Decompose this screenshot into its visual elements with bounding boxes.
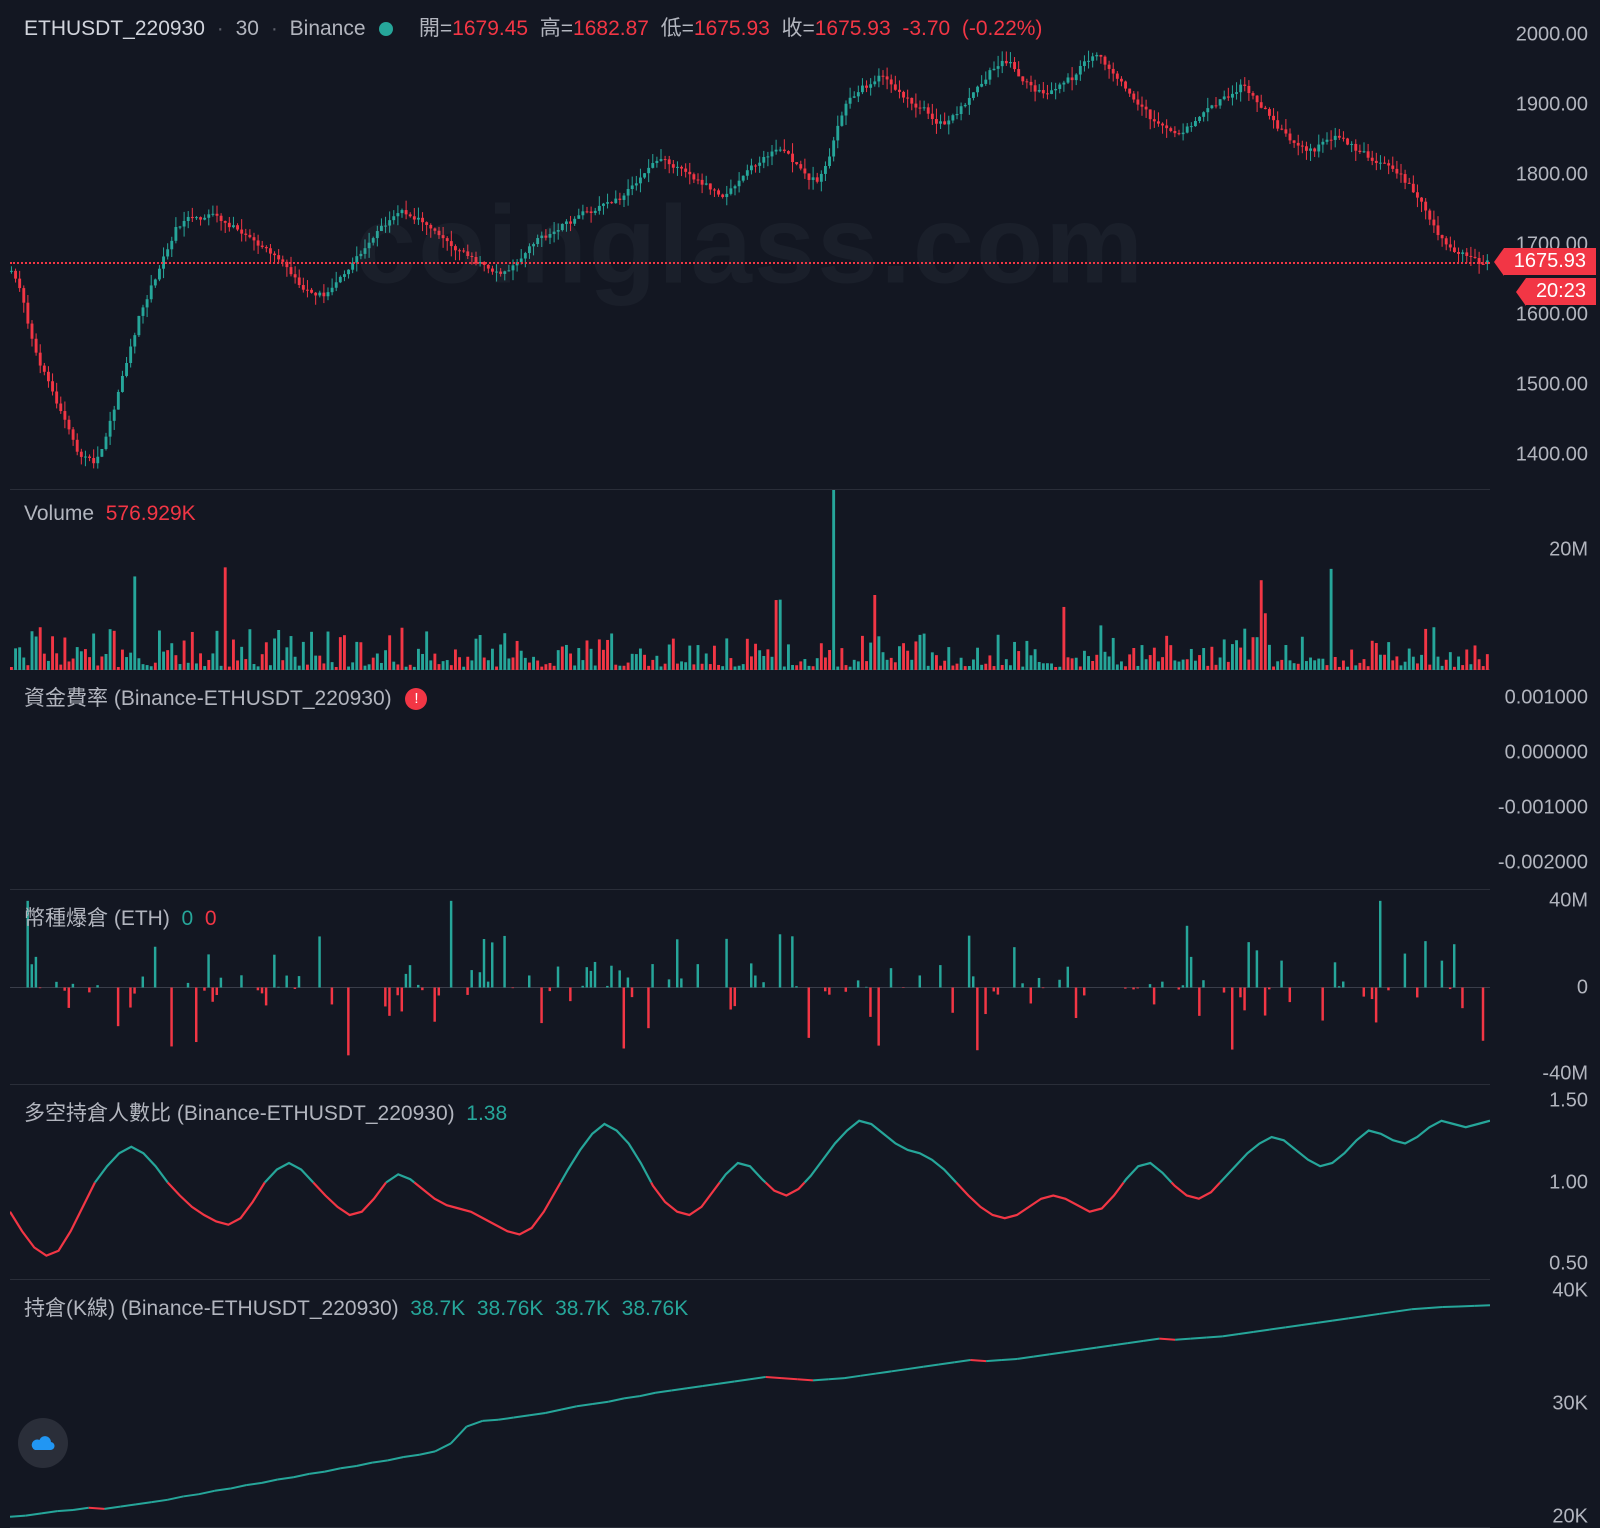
ratio-label: 多空持倉人數比 (Binance-ETHUSDT_220930): [24, 1102, 455, 1125]
high-value: 1682.87: [573, 17, 649, 40]
ytick: 1600.00: [1516, 304, 1588, 327]
ytick: 1400.00: [1516, 444, 1588, 467]
exchange[interactable]: Binance: [290, 17, 366, 40]
cloud-button[interactable]: [18, 1418, 68, 1468]
ytick: 0.50: [1549, 1252, 1588, 1275]
price-panel: ETHUSDT_220930 · 30 · Binance 開=1679.45 …: [10, 0, 1490, 490]
ytick: 1.00: [1549, 1171, 1588, 1194]
ratio-header: 多空持倉人數比 (Binance-ETHUSDT_220930) 1.38: [24, 1097, 507, 1127]
volume-bars: [10, 490, 1490, 670]
open-label: 開=: [419, 17, 452, 40]
ytick: 1800.00: [1516, 164, 1588, 187]
oi-v2: 38.76K: [477, 1297, 544, 1320]
liquid-label: 幣種爆倉 (ETH): [24, 907, 170, 930]
ytick: 40K: [1552, 1280, 1588, 1303]
ytick: 0: [1577, 976, 1588, 999]
oi-header: 持倉(K線) (Binance-ETHUSDT_220930) 38.7K 38…: [24, 1292, 688, 1322]
ytick: 1900.00: [1516, 94, 1588, 117]
close-label: 收=: [781, 17, 814, 40]
ytick: 30K: [1552, 1393, 1588, 1416]
symbol[interactable]: ETHUSDT_220930: [24, 17, 205, 40]
y-axis[interactable]: 1400.001500.001600.001700.001800.001900.…: [1490, 0, 1600, 1528]
warning-icon[interactable]: !: [405, 688, 427, 710]
low-label: 低=: [661, 17, 694, 40]
liquid-down: 0: [205, 907, 217, 930]
funding-header: 資金費率 (Binance-ETHUSDT_220930) !: [24, 682, 427, 712]
liquid-header: 幣種爆倉 (ETH) 0 0: [24, 902, 217, 932]
ytick: 40M: [1549, 889, 1588, 912]
open-value: 1679.45: [452, 17, 528, 40]
oi-v4: 38.76K: [622, 1297, 689, 1320]
current-time-tag: 20:23: [1526, 278, 1596, 305]
ytick: 1500.00: [1516, 374, 1588, 397]
volume-label: Volume: [24, 502, 94, 525]
ytick: -0.001000: [1498, 796, 1588, 819]
oi-panel: 持倉(K線) (Binance-ETHUSDT_220930) 38.7K 38…: [10, 1280, 1490, 1528]
ratio-panel: 多空持倉人數比 (Binance-ETHUSDT_220930) 1.38: [10, 1085, 1490, 1280]
volume-panel: Volume 576.929K: [10, 490, 1490, 670]
low-value: 1675.93: [694, 17, 770, 40]
oi-label: 持倉(K線) (Binance-ETHUSDT_220930): [24, 1297, 399, 1320]
volume-header: Volume 576.929K: [24, 502, 196, 526]
current-price-tag: 1675.93: [1504, 248, 1596, 275]
price-header: ETHUSDT_220930 · 30 · Binance 開=1679.45 …: [24, 12, 1042, 42]
liquidations-bars: [10, 890, 1490, 1085]
status-dot-icon: [379, 22, 393, 36]
oi-v1: 38.7K: [410, 1297, 465, 1320]
price-candles: [10, 0, 1490, 490]
change-value: -3.70: [902, 17, 950, 40]
ytick: 0.000000: [1505, 741, 1588, 764]
ytick: 1.50: [1549, 1090, 1588, 1113]
ytick: -40M: [1542, 1063, 1588, 1086]
volume-value: 576.929K: [106, 502, 196, 525]
ytick: 20M: [1549, 539, 1588, 562]
oi-v3: 38.7K: [555, 1297, 610, 1320]
chart-canvas[interactable]: ETHUSDT_220930 · 30 · Binance 開=1679.45 …: [0, 0, 1490, 1528]
current-price-line: [10, 262, 1490, 264]
close-value: 1675.93: [815, 17, 891, 40]
interval[interactable]: 30: [236, 17, 259, 40]
high-label: 高=: [540, 17, 573, 40]
liquidations-panel: 幣種爆倉 (ETH) 0 0: [10, 890, 1490, 1085]
ytick: 0.001000: [1505, 686, 1588, 709]
cloud-icon: [29, 1433, 57, 1453]
change-pct: (-0.22%): [962, 17, 1043, 40]
liquid-up: 0: [182, 907, 194, 930]
ratio-value: 1.38: [466, 1102, 507, 1125]
funding-panel: 資金費率 (Binance-ETHUSDT_220930) !: [10, 670, 1490, 890]
ytick: 2000.00: [1516, 24, 1588, 47]
ytick: 20K: [1552, 1505, 1588, 1528]
funding-label: 資金費率 (Binance-ETHUSDT_220930): [24, 687, 392, 710]
ytick: -0.002000: [1498, 851, 1588, 874]
